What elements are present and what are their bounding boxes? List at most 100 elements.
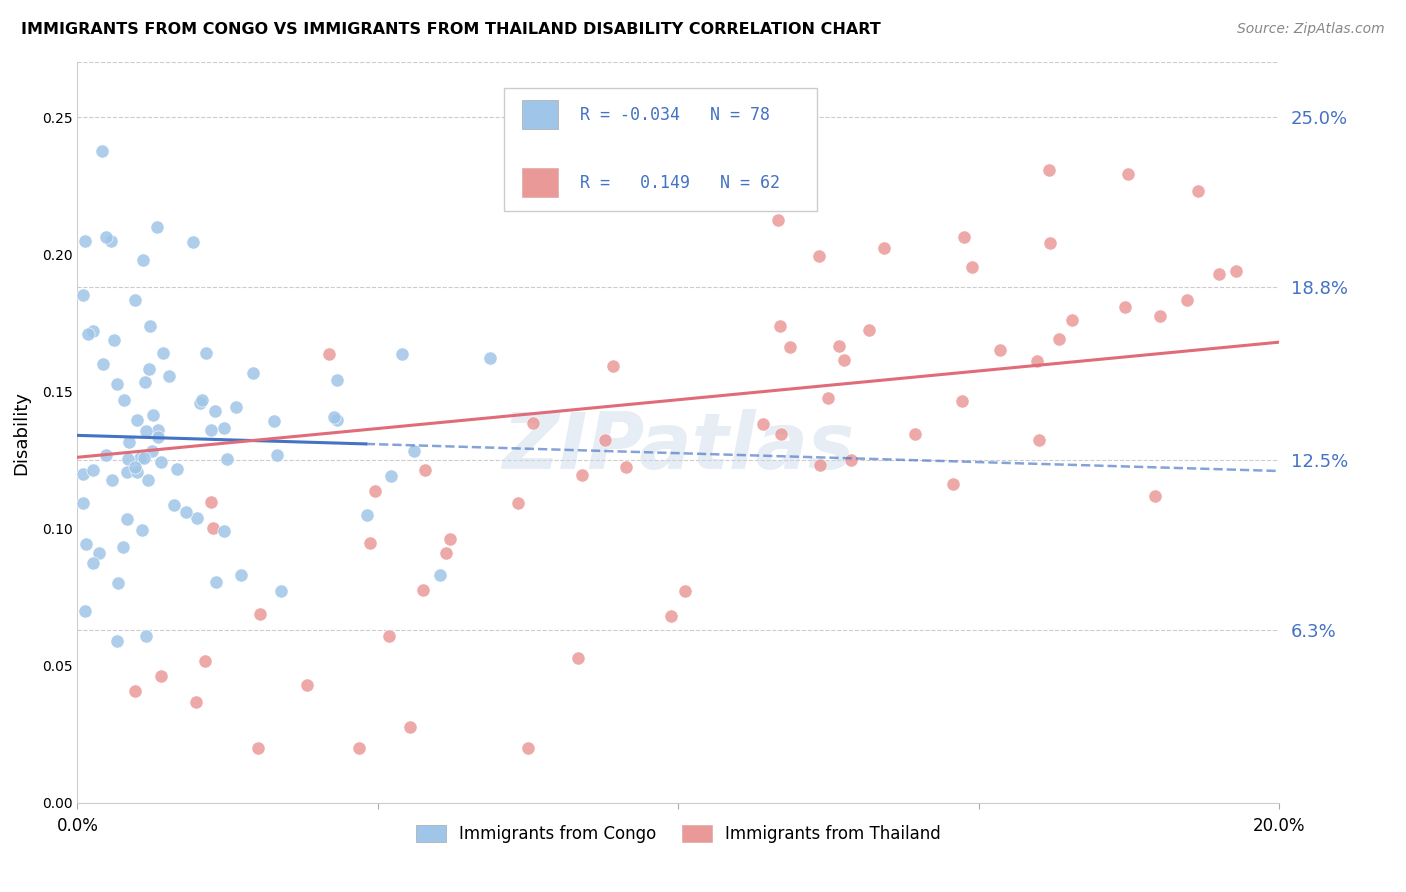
Point <box>808 458 831 472</box>
Point <box>107 575 129 590</box>
Point <box>150 455 173 469</box>
Point <box>200 495 222 509</box>
Point <box>225 401 247 415</box>
Point <box>131 523 153 537</box>
Point <box>157 369 180 384</box>
Point <box>950 394 973 409</box>
Point <box>132 450 155 465</box>
Point <box>953 229 976 244</box>
Point <box>571 467 593 482</box>
Point <box>1038 162 1060 177</box>
Text: IMMIGRANTS FROM CONGO VS IMMIGRANTS FROM THAILAND DISABILITY CORRELATION CHART: IMMIGRANTS FROM CONGO VS IMMIGRANTS FROM… <box>21 22 880 37</box>
Point <box>378 630 401 644</box>
Point <box>125 412 148 426</box>
Point <box>364 484 387 499</box>
Point <box>200 423 222 437</box>
Point <box>1175 293 1198 308</box>
Point <box>124 459 146 474</box>
Point <box>100 234 122 248</box>
Point <box>356 508 378 522</box>
Point <box>229 568 252 582</box>
Point <box>391 347 413 361</box>
Point <box>76 326 98 341</box>
Point <box>188 396 211 410</box>
Point <box>194 654 217 668</box>
Point <box>73 604 96 618</box>
Point <box>318 347 340 361</box>
Point <box>434 546 457 560</box>
Point <box>1047 332 1070 346</box>
Point <box>96 448 118 462</box>
Point <box>146 220 169 235</box>
FancyBboxPatch shape <box>522 100 558 129</box>
FancyBboxPatch shape <box>505 88 817 211</box>
Point <box>661 608 683 623</box>
Point <box>595 434 617 448</box>
Point <box>181 235 204 249</box>
Point <box>163 498 186 512</box>
Point <box>614 460 637 475</box>
Point <box>904 426 927 441</box>
Point <box>117 451 139 466</box>
Point <box>91 145 114 159</box>
Point <box>72 467 94 481</box>
Point <box>128 450 150 465</box>
Point <box>190 393 212 408</box>
Point <box>149 669 172 683</box>
Point <box>142 408 165 422</box>
Legend: Immigrants from Congo, Immigrants from Thailand: Immigrants from Congo, Immigrants from T… <box>409 819 948 850</box>
Point <box>962 260 984 275</box>
Point <box>135 425 157 439</box>
Point <box>828 339 851 353</box>
Point <box>1060 313 1083 327</box>
Y-axis label: Disability: Disability <box>13 391 31 475</box>
Point <box>217 451 239 466</box>
Point <box>673 583 696 598</box>
Point <box>326 373 349 387</box>
Point <box>517 741 540 756</box>
Point <box>429 567 451 582</box>
Point <box>202 521 225 535</box>
Point <box>479 351 502 365</box>
Point <box>1208 267 1230 281</box>
Point <box>105 376 128 391</box>
Point <box>87 546 110 560</box>
Point <box>205 575 228 590</box>
Point <box>506 495 529 509</box>
Point <box>124 684 146 698</box>
Point <box>152 346 174 360</box>
Point <box>94 229 117 244</box>
Point <box>146 423 169 437</box>
Point <box>326 413 349 427</box>
Point <box>186 511 208 525</box>
Point <box>1028 433 1050 447</box>
Point <box>114 393 136 408</box>
Point <box>141 444 163 458</box>
Point <box>769 318 792 333</box>
Point <box>131 252 153 267</box>
Point <box>82 324 104 338</box>
Point <box>166 462 188 476</box>
Point <box>249 607 271 621</box>
Text: R = -0.034   N = 78: R = -0.034 N = 78 <box>579 105 770 124</box>
Point <box>174 505 197 519</box>
Point <box>942 477 965 491</box>
Point <box>139 319 162 334</box>
Point <box>1149 309 1171 323</box>
Point <box>322 410 344 425</box>
Point <box>212 524 235 538</box>
Point <box>380 468 402 483</box>
Point <box>832 353 855 368</box>
Point <box>349 741 371 756</box>
Point <box>412 583 434 598</box>
Point <box>807 249 830 263</box>
Point <box>873 241 896 255</box>
Point <box>522 416 544 430</box>
Point <box>297 678 319 692</box>
Point <box>212 420 235 434</box>
Point <box>124 293 146 307</box>
Point <box>439 532 461 546</box>
Point <box>242 366 264 380</box>
Point <box>359 536 381 550</box>
Text: Source: ZipAtlas.com: Source: ZipAtlas.com <box>1237 22 1385 37</box>
